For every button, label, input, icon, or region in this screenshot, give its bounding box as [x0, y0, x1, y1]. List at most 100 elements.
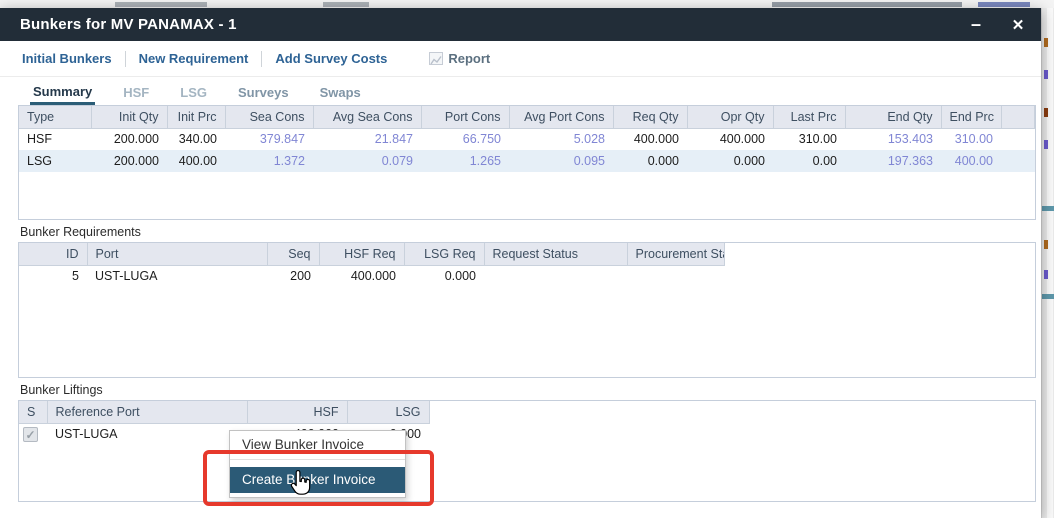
- dialog-title: Bunkers for MV PANAMAX - 1: [20, 16, 237, 33]
- cell-last-prc: 0.00: [773, 150, 845, 172]
- tab-summary[interactable]: Summary: [30, 84, 96, 106]
- table-row[interactable]: HSF 200.000 340.00 379.847 21.847 66.750…: [19, 128, 1035, 150]
- tab-hsf[interactable]: HSF: [123, 85, 150, 100]
- background-text-fragment: [1044, 140, 1048, 149]
- tab-surveys[interactable]: Surveys: [237, 85, 289, 100]
- menu-divider: [230, 459, 405, 460]
- menu-item-create-bunker-invoice[interactable]: Create Bunker Invoice: [230, 467, 405, 493]
- cell-end-prc: 310.00: [954, 132, 993, 147]
- cell-lsg-req: 0.000: [444, 269, 476, 284]
- toolbar-separator: [124, 50, 126, 67]
- background-text-fragment: [1044, 38, 1048, 47]
- column-header-filler: [1001, 106, 1035, 129]
- report-button[interactable]: Report: [429, 51, 490, 66]
- column-header[interactable]: Req Qty: [613, 106, 688, 129]
- cell-procurement-status: [627, 265, 724, 287]
- liftings-table-panel: S Reference Port HSF LSG ✓ UST-LUGA 400.…: [18, 400, 1036, 502]
- column-header[interactable]: HSF Req: [319, 243, 405, 266]
- initial-bunkers-button[interactable]: Initial Bunkers: [22, 51, 112, 66]
- summary-table: Type Init Qty Init Prc Sea Cons Avg Sea …: [19, 106, 1035, 172]
- column-header[interactable]: Port: [87, 243, 268, 266]
- cell-avg-sea-cons: 0.079: [313, 150, 421, 172]
- cell-opr-qty: 400.000: [719, 132, 765, 147]
- column-header[interactable]: Init Qty: [91, 106, 168, 129]
- cell-hsf-req: 400.000: [350, 269, 396, 284]
- cell-type: LSG: [19, 150, 91, 172]
- column-header[interactable]: Avg Sea Cons: [313, 106, 422, 129]
- tab-swaps[interactable]: Swaps: [319, 85, 361, 100]
- column-header[interactable]: ID: [19, 243, 88, 266]
- cell-seq: 200: [290, 269, 311, 284]
- background-text-fragment: [323, 2, 369, 7]
- cell-req-qty: 400.000: [633, 132, 679, 147]
- column-header[interactable]: S: [19, 401, 48, 424]
- background-page-right-strip: [1041, 8, 1054, 518]
- column-header[interactable]: Type: [19, 106, 92, 129]
- cell-sea-cons: 379.847: [259, 132, 305, 147]
- column-header[interactable]: Request Status: [484, 243, 628, 266]
- column-header[interactable]: Init Prc: [167, 106, 226, 129]
- liftings-table: S Reference Port HSF LSG ✓ UST-LUGA 400.…: [19, 401, 430, 445]
- column-header[interactable]: End Prc: [941, 106, 1002, 129]
- column-header[interactable]: LSG: [347, 401, 430, 424]
- cell-id: 5: [72, 269, 79, 284]
- background-text-fragment: [1044, 70, 1048, 79]
- cell-avg-sea-cons: 21.847: [374, 132, 413, 147]
- dialog-toolbar: Initial Bunkers New Requirement Add Surv…: [0, 41, 1041, 77]
- cell-init-qty: 200.000: [91, 150, 167, 172]
- cell-port: UST-LUGA: [95, 269, 158, 284]
- bunker-liftings-label: Bunker Liftings: [20, 383, 103, 397]
- column-header[interactable]: Avg Port Cons: [509, 106, 614, 129]
- table-row[interactable]: LSG 200.000 400.00 1.372 0.079 1.265 0.0…: [19, 150, 1035, 172]
- column-header[interactable]: HSF: [247, 401, 348, 424]
- background-column: [1047, 8, 1053, 518]
- requirements-table: ID Port Seq HSF Req LSG Req Request Stat…: [19, 243, 725, 287]
- column-header[interactable]: Reference Port: [47, 401, 248, 424]
- background-band: [1042, 294, 1054, 299]
- context-menu: View Bunker Invoice Create Bunker Invoic…: [229, 430, 406, 498]
- background-band: [1042, 206, 1054, 211]
- cell-port-cons: 66.750: [462, 132, 501, 147]
- liftings-header-row: S Reference Port HSF LSG: [19, 401, 430, 424]
- column-header[interactable]: Seq: [267, 243, 320, 266]
- summary-header-row: Type Init Qty Init Prc Sea Cons Avg Sea …: [19, 106, 1035, 129]
- background-text-fragment: [772, 2, 962, 7]
- tab-bar: Summary HSF LSG Surveys Swaps: [30, 82, 389, 106]
- cell-avg-port-cons: 5.028: [573, 132, 605, 147]
- background-text-fragment: [1044, 240, 1048, 249]
- cell-opr-qty: 0.000: [687, 150, 773, 172]
- bunker-requirements-label: Bunker Requirements: [20, 225, 141, 239]
- requirements-table-panel: ID Port Seq HSF Req LSG Req Request Stat…: [18, 242, 1036, 378]
- column-header[interactable]: Last Prc: [773, 106, 846, 129]
- column-header[interactable]: LSG Req: [404, 243, 485, 266]
- new-requirement-button[interactable]: New Requirement: [138, 51, 249, 66]
- cell-init-qty: 200.000: [113, 132, 159, 147]
- cell-end-qty: 153.403: [887, 132, 933, 147]
- menu-item-view-bunker-invoice[interactable]: View Bunker Invoice: [242, 437, 365, 452]
- cell-req-qty: 0.000: [613, 150, 687, 172]
- column-header[interactable]: Sea Cons: [225, 106, 314, 129]
- column-header[interactable]: Port Cons: [421, 106, 510, 129]
- close-icon[interactable]: ✕: [1011, 16, 1025, 34]
- background-text-fragment: [978, 2, 1030, 7]
- column-header[interactable]: Procurement Status: [627, 243, 725, 266]
- background-text-fragment: [1044, 270, 1048, 279]
- cell-last-prc: 310.00: [798, 132, 837, 147]
- cell-port-cons: 1.265: [421, 150, 509, 172]
- cell-init-prc: 400.00: [167, 150, 225, 172]
- column-header[interactable]: Opr Qty: [687, 106, 774, 129]
- table-row[interactable]: 5 UST-LUGA 200 400.000 0.000: [19, 265, 724, 287]
- add-survey-costs-button[interactable]: Add Survey Costs: [275, 51, 388, 66]
- toolbar-separator: [261, 50, 263, 67]
- chart-line-icon: [429, 52, 444, 65]
- cell-reference-port: UST-LUGA: [55, 427, 118, 442]
- cell-init-prc: 340.00: [178, 132, 217, 147]
- report-label: Report: [448, 51, 491, 66]
- cell-filler: [1001, 150, 1035, 172]
- minimize-button[interactable]: –: [970, 14, 981, 34]
- column-header[interactable]: End Qty: [845, 106, 942, 129]
- cell-selected: ✓: [19, 423, 47, 445]
- selected-checkbox[interactable]: ✓: [23, 426, 38, 442]
- tab-lsg[interactable]: LSG: [180, 85, 207, 100]
- requirements-header-row: ID Port Seq HSF Req LSG Req Request Stat…: [19, 243, 725, 266]
